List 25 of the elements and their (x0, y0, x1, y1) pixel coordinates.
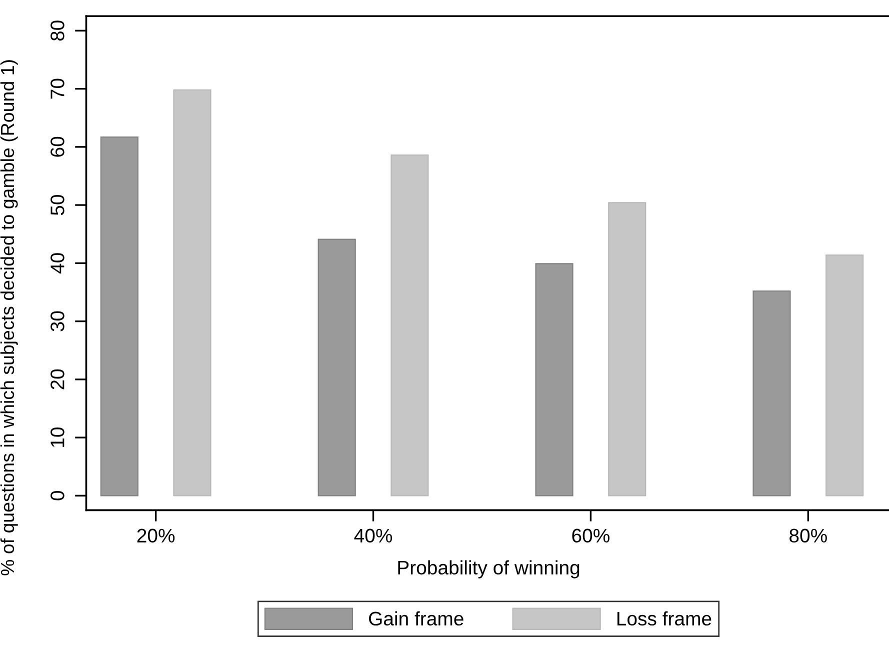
bar (535, 263, 574, 496)
y-tick-label: 30 (50, 311, 64, 332)
x-axis-title: Probability of winning (398, 560, 580, 578)
legend-label: Gain frame (369, 611, 464, 626)
x-tick-label: 20% (137, 528, 175, 543)
bar (390, 154, 429, 496)
y-tick-label: 70 (50, 78, 64, 99)
legend-label: Loss frame (617, 611, 712, 626)
bar (318, 238, 356, 496)
x-tick-label: 80% (790, 528, 827, 543)
x-tick-label: 40% (354, 528, 392, 543)
y-tick-label: 80 (50, 20, 64, 41)
y-tick-label: 40 (50, 253, 64, 274)
bar (752, 290, 791, 496)
bar (100, 136, 138, 496)
x-tick-label: 60% (572, 528, 610, 543)
y-tick-label: 20 (50, 369, 64, 390)
bar (173, 89, 212, 496)
y-tick-label: 0 (50, 491, 64, 500)
y-tick-label: 10 (50, 427, 64, 447)
bar (826, 254, 864, 496)
y-tick-label: 50 (50, 194, 64, 216)
bar (608, 202, 646, 496)
y-tick-label: 60 (50, 136, 64, 157)
y-axis-title: % of questions in which subjects decided to gamble (Round 1) (0, 60, 18, 576)
